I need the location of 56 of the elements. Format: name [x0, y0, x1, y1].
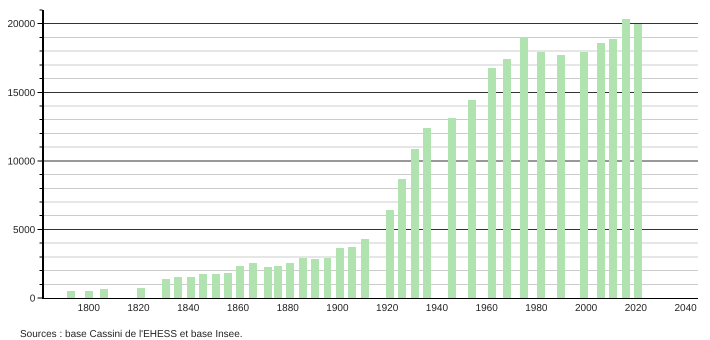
y-tick-label: 0	[30, 294, 36, 304]
y-tick-label: 10000	[7, 156, 36, 168]
bar	[224, 273, 232, 298]
bar	[622, 19, 630, 298]
bar	[249, 263, 257, 298]
bar	[348, 247, 356, 298]
bar	[264, 267, 272, 298]
bar	[597, 43, 605, 298]
bar	[468, 100, 476, 298]
source-note: Sources : base Cassini de l'EHESS et base Insee.	[20, 329, 243, 340]
bar	[448, 118, 456, 298]
bar	[299, 258, 307, 298]
bar	[311, 259, 319, 298]
x-tick-label: 2040	[674, 303, 698, 314]
bar	[212, 274, 220, 298]
bar	[174, 277, 182, 298]
bar	[187, 277, 195, 298]
x-tick-label: 1840	[177, 303, 200, 314]
x-tick-label: 1800	[78, 303, 100, 314]
x-tick-label: 2020	[624, 303, 648, 314]
bar	[520, 37, 528, 298]
x-tick-label: 1960	[476, 303, 498, 314]
y-tick-label: 15000	[7, 88, 36, 99]
bar	[634, 24, 642, 298]
bar	[488, 68, 496, 298]
bar	[336, 248, 344, 298]
bar	[580, 52, 588, 298]
bar	[85, 291, 93, 298]
x-tick-label: 1860	[226, 303, 250, 314]
x-tick-label: 1980	[525, 303, 548, 314]
bar	[100, 289, 108, 298]
bar	[137, 288, 145, 298]
y-tick-label: 5000	[13, 224, 36, 236]
bar	[609, 39, 617, 298]
bar	[386, 210, 394, 298]
x-tick-label: 1920	[376, 303, 399, 314]
bar	[199, 274, 207, 298]
bar	[423, 128, 431, 298]
bar	[361, 239, 369, 298]
bar	[274, 266, 282, 298]
bar	[557, 55, 565, 298]
x-tick-label: 2000	[574, 303, 598, 314]
bar	[503, 59, 511, 298]
bar	[537, 52, 545, 298]
x-tick-label: 1820	[127, 303, 150, 314]
bar	[162, 279, 170, 298]
bar	[411, 149, 419, 298]
x-tick-label: 1900	[326, 303, 349, 314]
bar	[286, 263, 294, 298]
x-tick-label: 1940	[426, 303, 448, 314]
bar	[67, 291, 75, 298]
bar	[398, 179, 406, 298]
bar	[324, 258, 331, 298]
y-tick-label: 20000	[7, 19, 36, 30]
bar	[236, 266, 244, 298]
x-tick-label: 1880	[276, 303, 300, 314]
